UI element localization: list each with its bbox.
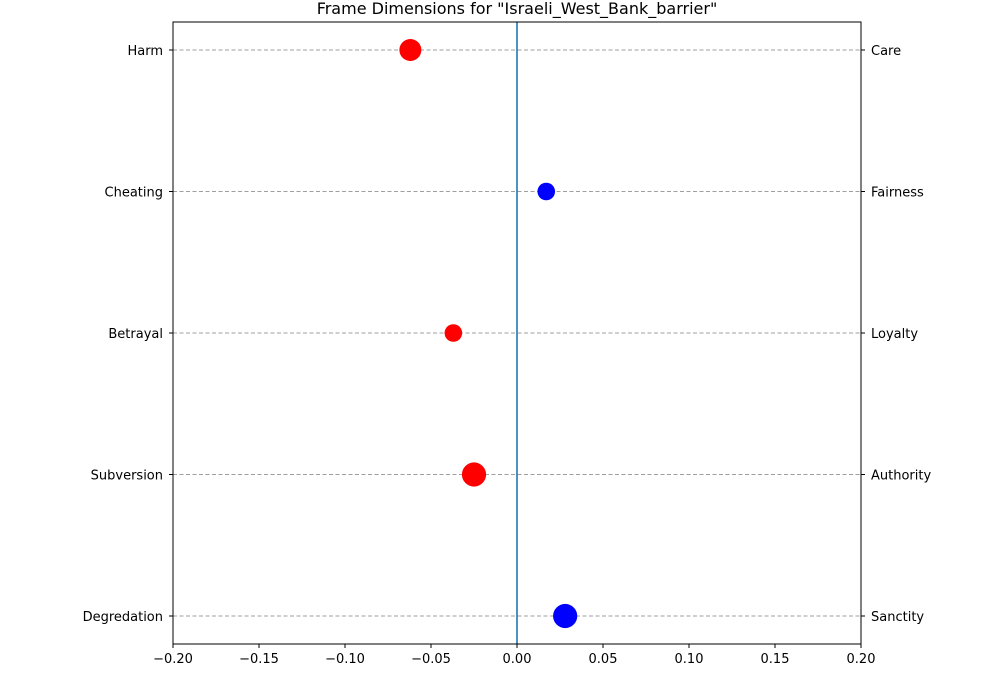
- x-tick-label: −0.15: [239, 652, 279, 667]
- data-point-betrayal: [444, 324, 463, 342]
- right-tick-label: Care: [871, 44, 901, 59]
- right-axis-labels: Care Fairness Loyalty Authority Sanctity: [861, 44, 931, 625]
- x-tick-label: 0.10: [675, 652, 704, 667]
- left-tick-label: Cheating: [105, 186, 163, 201]
- data-point-cheating: [537, 182, 556, 201]
- chart-title: Frame Dimensions for "Israeli_West_Bank_…: [317, 0, 718, 19]
- data-point-harm: [399, 39, 422, 61]
- x-tick-label: 0.20: [847, 652, 876, 667]
- x-tick-label: −0.10: [325, 652, 365, 667]
- left-tick-label: Degredation: [83, 610, 163, 625]
- right-tick-label: Fairness: [871, 186, 924, 201]
- data-point-subversion: [461, 462, 487, 487]
- grid-lines: [173, 49, 861, 617]
- x-tick-label: −0.05: [411, 652, 451, 667]
- data-point-degredation: [553, 603, 578, 629]
- x-tick-label: −0.20: [153, 652, 193, 667]
- data-points: [399, 39, 578, 629]
- right-tick-label: Sanctity: [871, 610, 924, 625]
- x-tick-label: 0.15: [761, 652, 790, 667]
- x-axis-ticks: −0.20 −0.15 −0.10 −0.05 0.00 0.05 0.10 0.15 0.20: [153, 644, 875, 667]
- right-tick-label: Loyalty: [871, 327, 918, 342]
- x-tick-label: 0.00: [503, 652, 532, 667]
- x-tick-label: 0.05: [589, 652, 618, 667]
- left-tick-label: Harm: [127, 44, 163, 59]
- left-tick-label: Subversion: [91, 469, 163, 484]
- left-tick-label: Betrayal: [108, 327, 163, 342]
- left-axis-labels: Harm Cheating Betrayal Subversion Degredatio…: [83, 44, 173, 625]
- right-tick-label: Authority: [871, 469, 931, 484]
